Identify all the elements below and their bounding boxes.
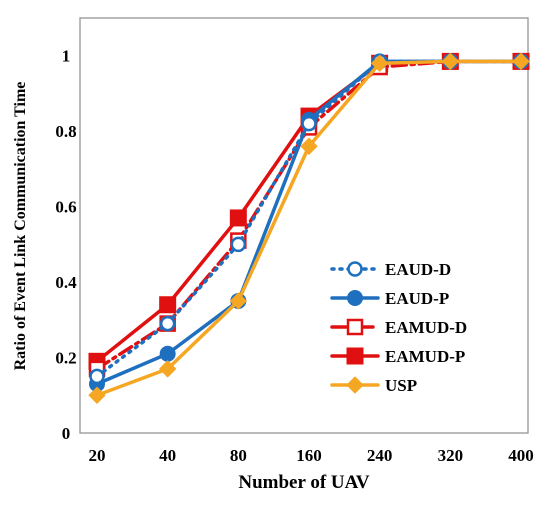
x-axis-title: Number of UAV	[238, 472, 370, 493]
y-tick-label: 1	[62, 47, 71, 66]
data-point	[159, 345, 176, 362]
legend-marker	[347, 290, 363, 306]
y-tick-label: 0.8	[55, 122, 76, 141]
legend-item: EAMUD-P	[330, 347, 465, 366]
legend: EAUD-D EAUD-P EAMUD-D EAMUD-P USP	[330, 260, 467, 395]
y-tick-label: 0	[62, 424, 71, 443]
legend-label: USP	[385, 376, 417, 395]
data-point	[158, 360, 177, 378]
legend-marker	[346, 376, 364, 394]
y-tick-label: 0.4	[55, 273, 77, 292]
data-point	[370, 54, 389, 72]
legend-item: EAUD-P	[330, 289, 449, 308]
x-tick-label: 40	[159, 446, 176, 465]
y-axis-title: Ratio of Event Link Communication Time	[12, 82, 29, 371]
x-tick-label: 320	[438, 446, 464, 465]
x-tick-label: 20	[89, 446, 106, 465]
y-tick-label: 0.2	[55, 349, 76, 368]
x-tick-label: 400	[508, 446, 534, 465]
data-point	[300, 137, 318, 155]
data-point	[159, 296, 177, 314]
legend-item: EAUD-D	[330, 260, 451, 279]
plot-area	[79, 17, 529, 434]
data-point	[512, 52, 530, 71]
data-point	[159, 315, 176, 332]
data-point	[229, 209, 247, 227]
x-tick-label: 80	[230, 446, 247, 465]
legend-marker	[346, 318, 364, 336]
series-layer	[88, 52, 530, 404]
data-point	[230, 236, 247, 253]
legend-label: EAMUD-P	[385, 347, 465, 366]
legend-marker	[346, 347, 364, 365]
data-point	[89, 368, 105, 385]
y-tick-label: 0.6	[55, 198, 76, 217]
legend-label: EAMUD-D	[385, 318, 467, 337]
legend-label: EAUD-P	[385, 289, 449, 308]
legend-item: EAMUD-D	[330, 318, 467, 337]
legend-label: EAUD-D	[385, 260, 451, 279]
x-tick-label: 240	[367, 446, 393, 465]
data-point	[88, 386, 106, 404]
y-axis-ticks: 0 0.2 0.4 0.6 0.8 1	[55, 47, 77, 443]
x-tick-label: 160	[296, 446, 322, 465]
legend-marker	[347, 261, 363, 277]
legend-item: USP	[330, 376, 417, 395]
data-point	[301, 115, 317, 132]
series-usp	[88, 52, 530, 404]
x-axis-ticks: 20 40 80 160 240 320 400	[89, 446, 534, 465]
data-point	[229, 292, 248, 310]
data-point	[441, 52, 460, 71]
